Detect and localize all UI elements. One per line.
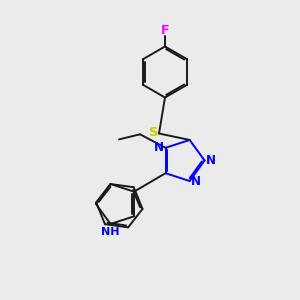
Text: F: F (161, 24, 169, 37)
Text: N: N (191, 175, 201, 188)
Text: N: N (154, 141, 164, 154)
Text: S: S (149, 125, 158, 139)
Text: NH: NH (101, 227, 120, 237)
Text: N: N (206, 154, 216, 167)
